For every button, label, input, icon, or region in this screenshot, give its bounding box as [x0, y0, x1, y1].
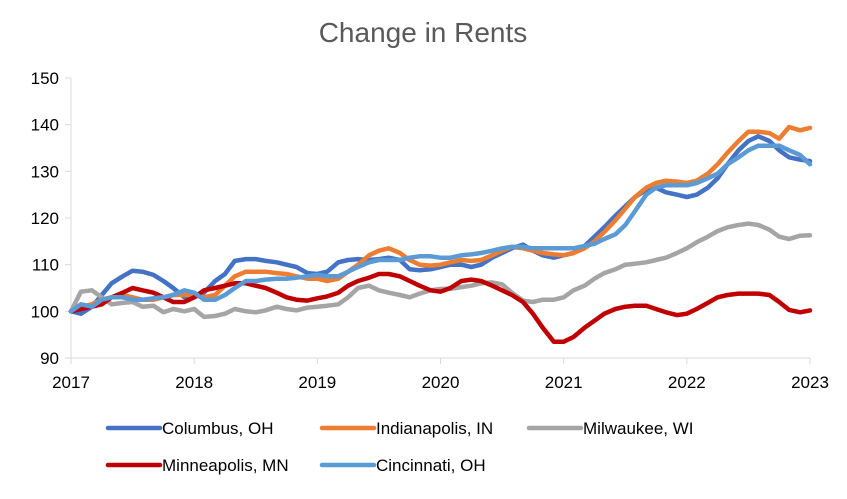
legend-label-0: Columbus, OH	[162, 419, 273, 438]
x-tick-label: 2022	[668, 373, 706, 392]
y-tick-label: 120	[31, 209, 59, 228]
series-lines	[68, 124, 813, 344]
x-tick-label: 2023	[791, 373, 829, 392]
series-line-4	[68, 143, 813, 314]
legend-label-4: Cincinnati, OH	[376, 456, 486, 475]
y-tick-label: 150	[31, 69, 59, 88]
y-tick-label: 90	[40, 349, 59, 368]
series-line-1	[68, 124, 813, 314]
x-tick-label: 2019	[298, 373, 336, 392]
legend: Columbus, OH Indianapolis, IN Milwaukee, W…	[105, 419, 694, 475]
series-line-2	[68, 221, 813, 320]
y-tick-label: 130	[31, 162, 59, 181]
series-line-3	[68, 271, 813, 344]
x-tick-label: 2021	[545, 373, 583, 392]
y-tick-label: 140	[31, 116, 59, 135]
x-tick-label: 2020	[422, 373, 460, 392]
axes	[70, 78, 810, 359]
y-axis-ticks: 90 100 110 120 130 140 150	[31, 69, 71, 368]
x-tick-label: 2018	[175, 373, 213, 392]
legend-label-1: Indianapolis, IN	[376, 419, 493, 438]
y-tick-label: 110	[32, 256, 59, 275]
legend-label-3: Minneapolis, MN	[162, 456, 289, 475]
x-tick-label: 2017	[52, 373, 90, 392]
x-axis-ticks: 2017 2018 2019 2020 2021 2022 2023	[52, 358, 829, 392]
legend-label-2: Milwaukee, WI	[583, 419, 694, 438]
chart-title: Change in Rents	[319, 17, 528, 48]
y-tick-label: 100	[31, 302, 59, 321]
